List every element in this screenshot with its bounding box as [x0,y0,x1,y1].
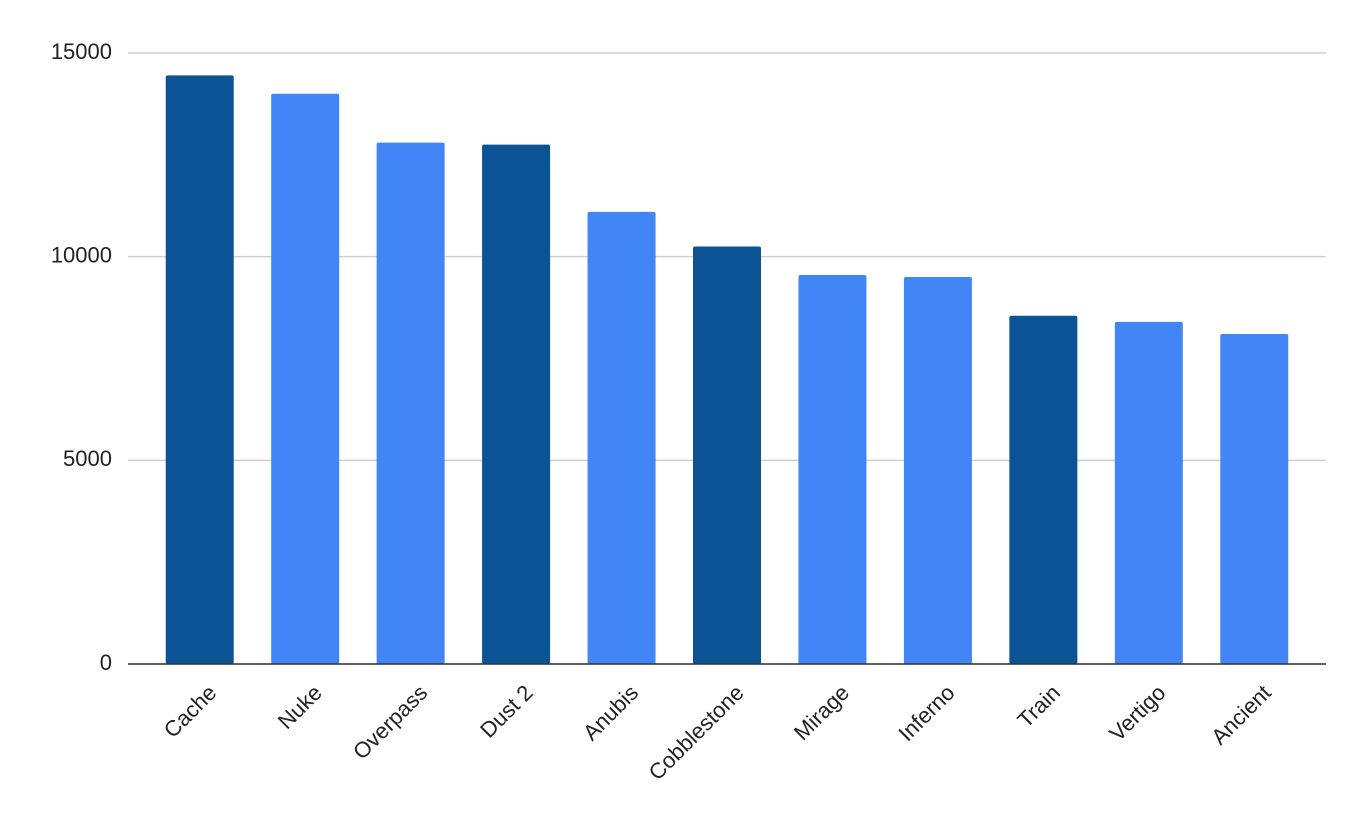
x-tick-label: Anubis [578,680,643,745]
x-tick-label: Cache [159,680,222,743]
bar [1114,321,1183,664]
bar [1220,334,1289,664]
bar [693,246,761,664]
bar [903,277,972,664]
x-tick-label: Inferno [893,680,959,746]
bar [376,142,445,664]
y-tick-label: 5000 [63,446,112,471]
y-tick-label: 0 [100,650,112,675]
y-tick-label: 10000 [51,242,112,267]
x-tick-label: Cobblestone [644,680,749,785]
x-tick-label: Overpass [348,680,432,764]
x-tick-label: Dust 2 [475,680,538,743]
y-tick-label: 15000 [51,39,112,64]
bar [482,144,551,664]
bar [271,93,340,664]
x-tick-label: Mirage [789,680,854,745]
x-tick-label: Vertigo [1104,680,1170,746]
x-tick-label: Ancient [1206,680,1276,750]
bar [165,75,234,665]
bar [587,211,656,665]
x-tick-label: Nuke [273,680,327,734]
bar [798,274,867,664]
x-tick-label: Train [1012,680,1065,733]
bar [1009,315,1078,664]
